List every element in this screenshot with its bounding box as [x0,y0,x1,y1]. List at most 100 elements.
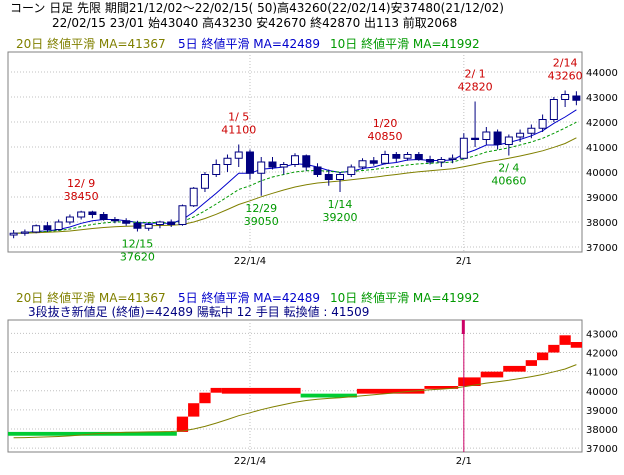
break-block-up [424,386,459,389]
candle-down [110,219,119,222]
upper-y-tick-label: 40000 [586,168,618,179]
candle-down [471,137,480,140]
candle-down [313,166,322,175]
candle-up [538,119,547,129]
candle-up [223,157,232,165]
lower-y-tick-label: 40000 [586,387,618,398]
break-block-up [199,392,211,404]
break-block-up [525,360,537,366]
candle-down [99,214,108,220]
candle-down [133,222,142,229]
three-line-break-info: 3段抜き新値足 (終値)=42489 陽転中 12 手目 転換値 : 41509 [28,305,370,319]
break-block-up [210,387,222,393]
break-block-up [458,377,481,386]
candle-up [234,151,243,159]
lower-y-tick-label: 37000 [586,444,618,455]
break-block-up [503,365,526,372]
low-annotation: 39200 [323,211,358,224]
lower-three-line-break-chart: 37000 38000 39000 40000 41000 42000 43000 22/1/… [7,319,618,467]
lower-x-tick-label: 2/1 [456,456,472,467]
break-block-down [300,393,357,398]
candle-up [65,216,74,223]
lower-plot-frame [7,319,583,453]
high-annotation: 2/ 1 [464,68,485,81]
candle-up [403,154,412,159]
high-annotation: 2/14 [553,57,578,70]
candle-up [516,132,525,138]
candle-down [122,220,131,224]
low-annotation: 12/29 [245,202,277,215]
candle-up [527,127,536,134]
high-annotation: 38450 [64,190,99,203]
candle-down [268,161,277,168]
upper-x-tick-label: 22/1/4 [234,256,266,267]
candle-down [414,154,423,160]
candle-up [381,154,390,164]
low-annotation: 37620 [120,251,155,264]
break-block-up [480,371,504,378]
candle-up [144,224,153,229]
break-block-up [221,387,301,394]
latest-bar-info: 22/02/15 23/01 始43040 高43230 安42670 終428… [52,16,458,30]
break-block-up [570,342,582,348]
low-annotation: 39050 [244,215,279,228]
upper-plot-frame [7,51,583,253]
candle-down [245,151,254,174]
lower-y-tick-label: 42000 [586,349,618,360]
turn-marker-flag [461,320,465,334]
upper-y-tick-label: 39000 [586,193,618,204]
candle-down [324,174,333,180]
low-annotation: 2/ 4 [498,162,519,175]
break-block-up [188,403,200,417]
high-annotation: 43260 [548,70,583,83]
candle-up [257,161,266,174]
candle-up [200,174,209,189]
lower-x-tick-label: 22/1/4 [234,456,266,467]
candle-up [20,231,29,234]
break-block-up [548,344,560,353]
candle-up [437,159,446,163]
high-annotation: 12/ 9 [67,177,95,190]
break-block-up [356,388,425,394]
candle-down [88,211,97,215]
candle-down [426,159,435,163]
break-block-up [536,352,549,361]
candle-up [291,155,299,165]
high-annotation: 42820 [458,81,493,94]
candle-up [32,225,41,233]
candle-up [77,211,86,218]
lower-y-tick-label: 43000 [586,329,618,340]
ma5-legend-lower: 5日 終値平滑 MA=42489 [178,291,321,305]
upper-y-tick-label: 41000 [586,143,618,154]
candle-down [572,95,581,101]
low-annotation: 1/14 [328,198,353,211]
lower-y-tick-label: 38000 [586,425,618,436]
upper-y-tick-label: 42000 [586,118,618,129]
ma10-legend-lower: 10日 終値平滑 MA=41992 [330,291,480,305]
break-block-up [176,416,189,432]
break-block-up [559,335,571,345]
lower-y-tick-label: 41000 [586,368,618,379]
candle-up [54,221,63,230]
candle-up [336,174,345,180]
candle-down [493,131,502,145]
ma20-line [13,137,577,234]
candle-up [189,187,198,207]
candle-up [358,160,367,168]
candle-up [212,164,221,175]
candle-up [448,157,457,160]
candle-up [9,232,18,236]
candle-up [561,94,570,100]
low-annotation: 40660 [491,175,526,188]
candle-up [347,166,356,175]
candle-up [178,205,187,225]
ma10-legend-upper: 10日 終値平滑 MA=41992 [330,37,480,51]
upper-y-tick-label: 38000 [586,218,618,229]
upper-y-tick-label: 37000 [586,243,618,254]
candle-down [302,155,311,168]
ma20-legend-upper: 20日 終値平滑 MA=41367 [16,37,166,51]
candle-up [155,221,164,225]
high-annotation: 1/ 5 [228,111,249,124]
candle-up [482,131,491,140]
